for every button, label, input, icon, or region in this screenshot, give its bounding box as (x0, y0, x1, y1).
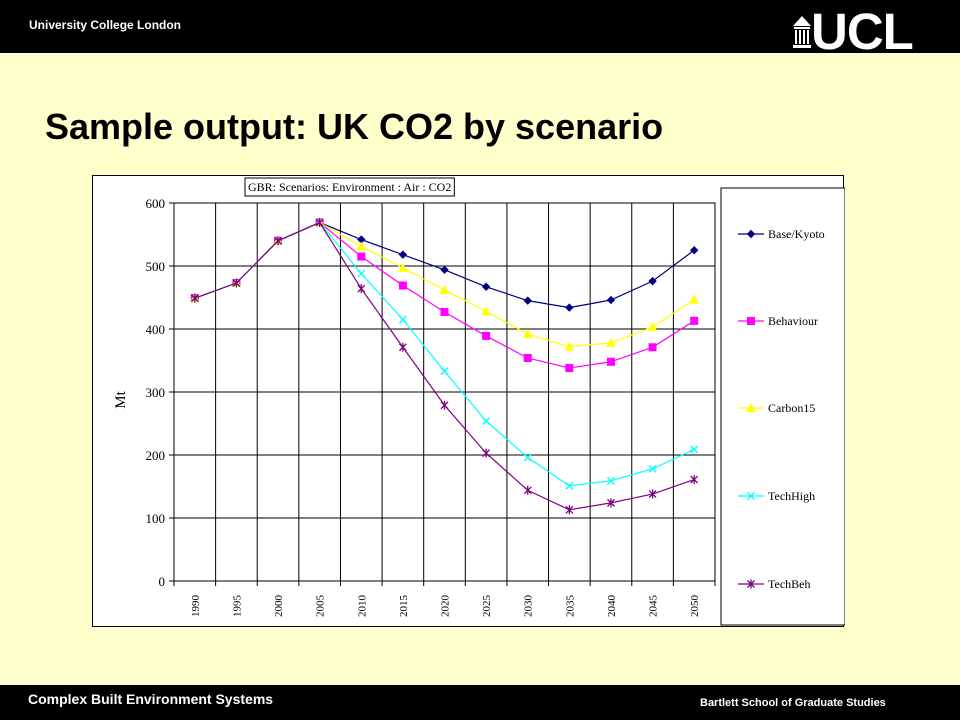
data-point (648, 489, 657, 499)
y-tick-label: 400 (146, 322, 166, 337)
x-tick-label: 2040 (606, 595, 618, 618)
data-point (606, 476, 615, 485)
x-tick-label: 2000 (273, 595, 285, 618)
footer-bar: Complex Built Environment Systems Bartle… (0, 685, 960, 720)
data-point (315, 218, 324, 228)
x-tick-label: 2030 (523, 595, 535, 618)
data-point (606, 337, 616, 347)
data-point (522, 328, 533, 339)
data-point (647, 322, 658, 332)
university-name: University College London (29, 18, 182, 32)
data-point (523, 296, 532, 305)
data-point (690, 445, 699, 454)
data-point (565, 303, 574, 312)
x-tick-label: 2005 (315, 595, 327, 618)
legend-marker (746, 229, 756, 239)
x-tick-label: 2015 (398, 595, 410, 618)
x-tick-label: 2045 (648, 595, 660, 618)
x-tick-label: 2020 (440, 595, 452, 618)
x-tick-label: 1995 (231, 595, 243, 618)
data-point (398, 262, 408, 272)
footer-right-text: Bartlett School of Graduate Studies (700, 697, 886, 709)
portico-icon (793, 16, 811, 48)
data-point (648, 276, 657, 286)
data-point (357, 284, 366, 294)
data-point (440, 307, 449, 316)
data-point (690, 316, 699, 325)
legend-label: Behaviour (768, 314, 818, 328)
data-point (565, 364, 574, 373)
data-point (398, 281, 407, 290)
x-tick-label: 2050 (689, 595, 701, 618)
data-point (523, 453, 532, 462)
data-point (274, 236, 282, 246)
data-point (564, 341, 575, 351)
x-tick-label: 2025 (481, 595, 493, 618)
ucl-logo-text: UCL (811, 3, 914, 60)
data-point (606, 295, 616, 305)
data-point (482, 416, 491, 425)
ucl-logo: UCL (791, 3, 936, 60)
data-point (523, 353, 532, 362)
data-point (357, 252, 366, 261)
data-point (439, 284, 450, 294)
y-tick-label: 100 (146, 511, 166, 526)
y-tick-label: 300 (146, 385, 166, 400)
legend-label: Base/Kyoto (768, 227, 825, 241)
legend-marker (747, 317, 755, 325)
data-point (190, 293, 199, 303)
data-point (357, 269, 366, 278)
data-point (440, 265, 449, 274)
data-point (482, 448, 491, 458)
co2-line-chart: 0 100 200 300 400 500 600 1990 1995 2000 2005 2010 2… (113, 177, 845, 626)
data-point (481, 306, 491, 316)
chart-title-box (244, 177, 455, 197)
x-tick-label: 1990 (190, 595, 202, 618)
data-point (689, 246, 699, 255)
data-point (523, 485, 532, 495)
legend-marker (747, 579, 755, 589)
data-point (440, 400, 449, 410)
data-point (648, 464, 657, 473)
y-tick-label: 200 (146, 448, 166, 463)
legend-label: Carbon15 (768, 401, 815, 415)
chart-frame: 0 100 200 300 400 500 600 1990 1995 2000 2005 2010 2… (92, 175, 845, 627)
y-tick-label: 0 (159, 574, 166, 589)
y-tick-label: 600 (146, 196, 166, 211)
data-point (356, 241, 367, 251)
data-point (398, 250, 408, 259)
legend-label: TechBeh (768, 577, 810, 591)
data-point (607, 498, 615, 508)
data-point (689, 294, 700, 304)
y-axis-label: Mt (113, 390, 129, 408)
header-bar: University College London UCL (0, 0, 960, 60)
data-point (690, 475, 699, 485)
legend-label: TechHigh (768, 489, 815, 503)
data-point (482, 331, 491, 340)
legend-marker (747, 492, 755, 500)
data-point (232, 278, 241, 288)
y-tick-label: 500 (146, 259, 166, 274)
slide-title: Sample output: UK CO2 by scenario (45, 106, 664, 147)
data-point (565, 481, 574, 490)
footer-left-text: Complex Built Environment Systems (28, 691, 274, 707)
data-point (440, 367, 449, 376)
data-point (565, 505, 574, 515)
data-point (398, 315, 407, 324)
x-tick-label: 2010 (356, 595, 368, 618)
chart-title: GBR: Scenarios: Environment : Air : CO2 (248, 180, 451, 194)
data-point (648, 343, 657, 352)
data-point (606, 357, 615, 366)
data-point (398, 342, 407, 352)
x-tick-label: 2035 (564, 595, 576, 618)
legend-box (720, 187, 845, 626)
data-point (481, 282, 491, 291)
legend-marker (746, 402, 756, 412)
